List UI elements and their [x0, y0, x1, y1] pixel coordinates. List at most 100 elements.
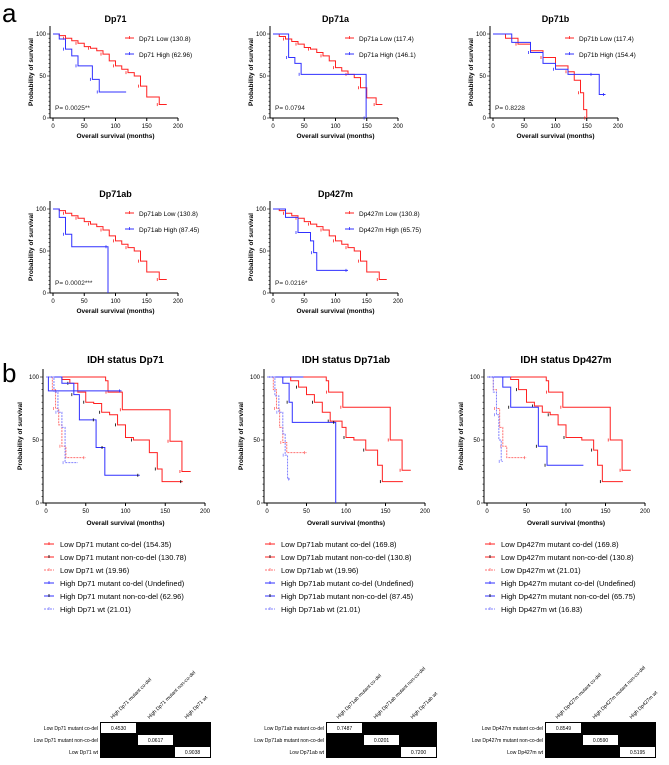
chart-title: IDH status Dp427m: [520, 355, 611, 366]
matrix-cell: [546, 723, 581, 733]
x-axis-label: Overall survival (months): [527, 520, 605, 527]
km-plot-idh-status-dp71ab: IDH status Dp71ab 0 50 100 150 200 0 50 100 Overa…: [238, 355, 431, 614]
x-tick-label: 100: [561, 509, 572, 515]
legend-entry: Dp71b Low (117.4): [579, 36, 634, 43]
survival-curve: [53, 208, 167, 281]
y-tick-label: 100: [476, 32, 487, 38]
chart-title: IDH status Dp71: [87, 355, 164, 366]
matrix-value: 0.0590: [593, 738, 609, 744]
y-axis-label: Probability of survival: [28, 213, 35, 281]
legend-entry: Low Dp427m mutant co-del (169.8): [501, 540, 619, 549]
legend-entry: Dp71 Low (130.8): [139, 36, 191, 43]
pvalue-matrix: 0.8549 0.0590 0.5195 Low Dp427m mutant co-d…: [472, 665, 659, 758]
p-value: P= 0.0216*: [275, 280, 308, 287]
x-tick-label: 0: [44, 509, 48, 515]
legend-entry: Low Dp71 mutant co-del (154.35): [60, 540, 172, 549]
x-tick-label: 200: [200, 509, 211, 515]
matrix-value: 0.0201: [374, 738, 390, 744]
y-tick-label: 50: [39, 74, 46, 80]
y-tick-label: 0: [263, 116, 267, 122]
matrix-cell: [401, 747, 436, 757]
matrix-row-label: Low Dp71 mutant co-del: [44, 726, 98, 732]
matrix-row-label: Low Dp427m wt: [507, 750, 543, 756]
x-tick-label: 150: [362, 124, 373, 130]
x-tick-label: 50: [301, 124, 308, 130]
x-axis-label: Overall survival (months): [76, 133, 154, 140]
y-tick-label: 50: [259, 249, 266, 255]
legend-entry: Low Dp427m wt (21.01): [501, 566, 581, 575]
survival-curve: [46, 376, 183, 483]
matrix-row-label: Low Dp71ab mutant co-del: [264, 726, 324, 732]
legend-entry: High Dp427m mutant non-co-del (65.75): [501, 592, 636, 601]
p-value: P= 0.8228: [495, 105, 525, 112]
matrix-col-label: High Dp71 wt: [184, 695, 210, 721]
x-tick-label: 50: [303, 509, 310, 515]
y-axis-label: Probability of survival: [238, 402, 245, 470]
survival-curve: [267, 376, 337, 503]
y-tick-label: 50: [479, 74, 486, 80]
y-tick-label: 100: [29, 375, 40, 381]
x-tick-label: 200: [613, 124, 624, 130]
km-plot-dp71b: Dp71b 0 50 100 150 200 0 50 100 Overall survival …: [468, 14, 636, 140]
y-tick-label: 100: [256, 207, 267, 213]
legend-entry: Dp427m Low (130.8): [359, 211, 420, 218]
x-tick-label: 150: [362, 299, 373, 305]
legend-entry: Dp71b High (154.4): [579, 52, 636, 59]
x-tick-label: 50: [81, 299, 88, 305]
matrix-row-label: Low Dp71 wt: [69, 750, 99, 756]
x-tick-label: 0: [485, 509, 489, 515]
matrix-row-label: Low Dp71 mutant non-co-del: [34, 738, 98, 744]
y-tick-label: 50: [39, 249, 46, 255]
survival-curve: [493, 33, 606, 95]
x-tick-label: 0: [51, 124, 55, 130]
matrix-col-label: High Dp71ab wt: [410, 691, 440, 721]
x-axis-label: Overall survival (months): [76, 308, 154, 315]
x-tick-label: 0: [271, 299, 275, 305]
y-tick-label: 50: [473, 438, 480, 444]
survival-curve: [53, 33, 167, 106]
matrix-row-label: Low Dp427m mutant co-del: [482, 726, 543, 732]
x-tick-label: 50: [301, 299, 308, 305]
legend-entry: Dp71a Low (117.4): [359, 36, 414, 43]
x-tick-label: 50: [521, 124, 528, 130]
survival-curve: [273, 208, 348, 271]
matrix-row-label: Low Dp71ab wt: [290, 750, 325, 756]
survival-curve: [487, 376, 623, 483]
x-axis-label: Overall survival (months): [296, 308, 374, 315]
survival-curve: [53, 208, 109, 293]
y-tick-label: 0: [477, 501, 481, 507]
panel-label-b: b: [2, 358, 16, 388]
x-axis-label: Overall survival (months): [307, 520, 385, 527]
legend-entry: Low Dp427m mutant non-co-del (130.8): [501, 553, 634, 562]
y-tick-label: 100: [250, 375, 261, 381]
matrix-row-label: Low Dp427m mutant non-co-del: [472, 738, 543, 744]
survival-curve: [487, 376, 503, 462]
matrix-cell: [101, 723, 136, 733]
x-tick-label: 0: [491, 124, 495, 130]
chart-title: IDH status Dp71ab: [302, 355, 390, 366]
x-tick-label: 100: [110, 299, 121, 305]
km-plot-dp71a: Dp71a 0 50 100 150 200 0 50 100 Overall survival …: [248, 14, 416, 140]
y-axis-label: Probability of survival: [17, 402, 24, 470]
matrix-value: 0.8549: [556, 726, 572, 732]
y-tick-label: 0: [43, 116, 47, 122]
matrix-row-label: Low Dp71ab mutant non-co-del: [254, 738, 324, 744]
x-tick-label: 50: [81, 124, 88, 130]
x-tick-label: 150: [582, 124, 593, 130]
y-tick-label: 0: [43, 291, 47, 297]
x-tick-label: 150: [160, 509, 171, 515]
x-tick-label: 150: [142, 299, 153, 305]
y-axis-label: Probability of survival: [458, 402, 465, 470]
y-tick-label: 50: [253, 438, 260, 444]
legend-entry: High Dp71ab wt (21.01): [281, 605, 361, 614]
y-axis-label: Probability of survival: [248, 213, 255, 281]
x-tick-label: 100: [330, 124, 341, 130]
legend-entry: High Dp427m mutant co-del (Undefined): [501, 579, 636, 588]
y-tick-label: 100: [256, 32, 267, 38]
legend-entry: Low Dp71ab wt (19.96): [281, 566, 359, 575]
survival-curve: [267, 376, 307, 454]
matrix-value: 0.5195: [630, 750, 646, 756]
x-tick-label: 150: [600, 509, 611, 515]
x-tick-label: 200: [173, 299, 184, 305]
legend-entry: Dp427m High (65.75): [359, 227, 421, 234]
